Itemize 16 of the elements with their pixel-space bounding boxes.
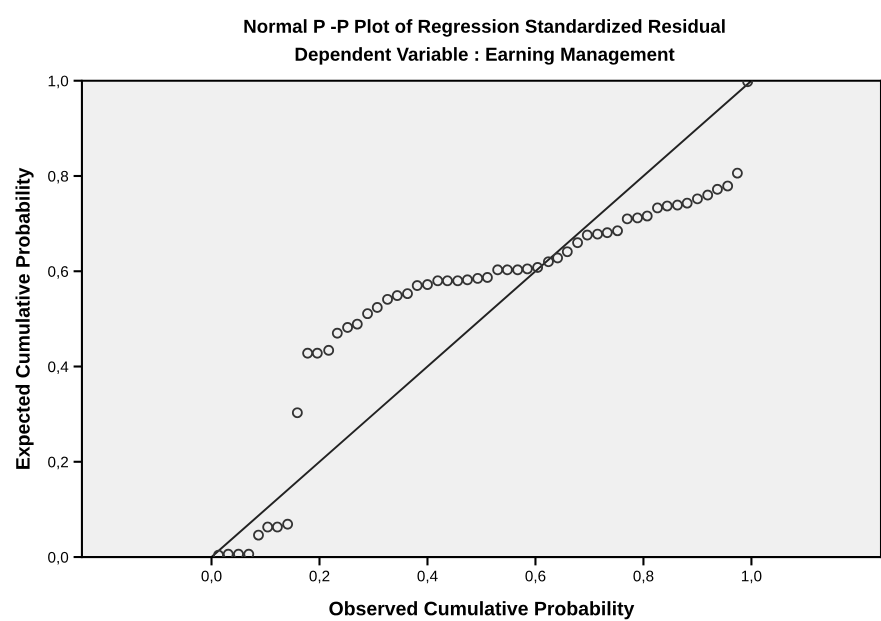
x-tick-label: 0,2 bbox=[309, 570, 330, 584]
chart-subtitle: Dependent Variable : Earning Management bbox=[296, 47, 674, 65]
x-tick-label: 0,4 bbox=[417, 570, 438, 584]
x-axis-title: Observed Cumulative Probability bbox=[329, 601, 634, 620]
y-tick-label: 0,4 bbox=[48, 361, 68, 374]
y-tick-label: 0,0 bbox=[48, 552, 68, 565]
chart-title: Normal P -P Plot of Regression Standardized Residual bbox=[244, 19, 725, 37]
y-tick-label: 0,2 bbox=[48, 456, 68, 470]
x-tick-label: 1,0 bbox=[742, 570, 762, 584]
x-tick-label: 0,8 bbox=[633, 570, 654, 584]
y-tick-label: 1,0 bbox=[48, 76, 68, 88]
x-tick-label: 0,0 bbox=[201, 570, 222, 584]
x-tick-label: 0,6 bbox=[525, 570, 546, 584]
y-axis-title: Expected Cumulative Probability bbox=[15, 168, 34, 469]
y-tick-label: 0,8 bbox=[48, 170, 68, 184]
y-tick-label: 0,6 bbox=[48, 266, 68, 279]
